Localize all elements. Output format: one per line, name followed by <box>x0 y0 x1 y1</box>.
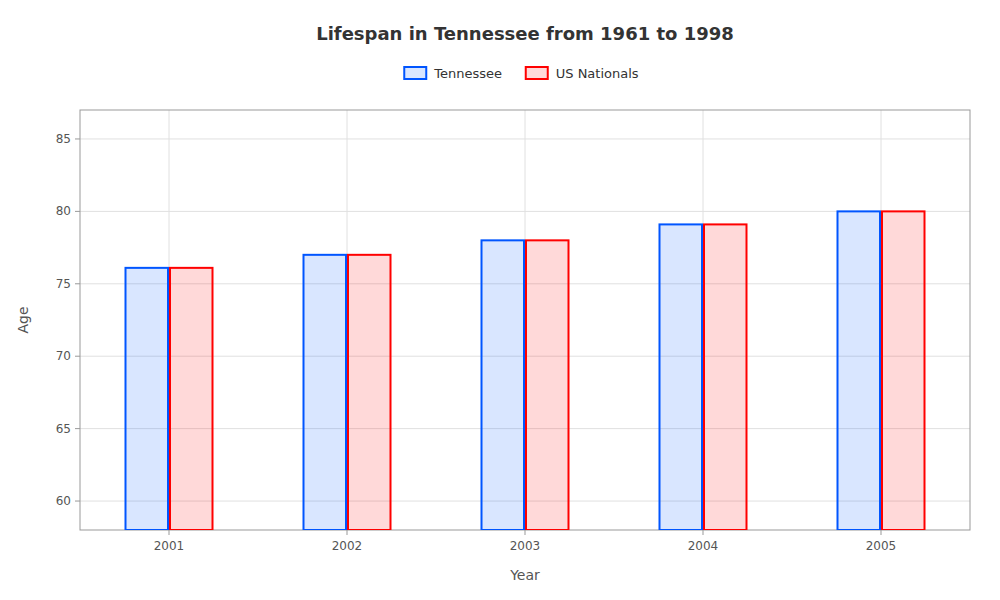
y-tick <box>75 283 80 284</box>
grid <box>80 110 970 530</box>
chart-container: 60 65 70 75 80 85 2001 2002 2003 2004 2005 Year Age L… <box>0 0 1000 600</box>
x-tick-label: 2005 <box>866 539 897 553</box>
x-tick-label: 2001 <box>154 539 185 553</box>
bars <box>126 211 925 530</box>
legend-label: US Nationals <box>556 66 639 81</box>
legend: Tennessee US Nationals <box>404 66 639 81</box>
plot-frame <box>80 110 970 530</box>
x-tick-label: 2002 <box>332 539 363 553</box>
bar <box>348 255 391 530</box>
y-tick <box>75 211 80 212</box>
bar <box>526 240 569 530</box>
y-tick-label: 75 <box>56 277 71 291</box>
y-tick <box>75 501 80 502</box>
x-tick-label: 2004 <box>688 539 719 553</box>
y-tick-label: 70 <box>56 349 71 363</box>
bar <box>704 224 747 530</box>
title: Lifespan in Tennessee from 1961 to 1998 <box>316 23 734 44</box>
x-axis-label: Year <box>509 567 540 583</box>
x-tick <box>525 530 526 535</box>
bar <box>660 224 703 530</box>
y-tick <box>75 138 80 139</box>
y-tick-label: 85 <box>56 132 71 146</box>
x-tick <box>881 530 882 535</box>
bar <box>482 240 525 530</box>
y-tick <box>75 356 80 357</box>
legend-swatch <box>404 67 426 79</box>
x-tick <box>703 530 704 535</box>
chart-svg: 60 65 70 75 80 85 2001 2002 2003 2004 2005 Year Age L… <box>0 0 1000 600</box>
y-axis-label: Age <box>15 306 31 333</box>
x-tick-label: 2003 <box>510 539 541 553</box>
bar <box>126 268 169 530</box>
bar <box>304 255 347 530</box>
x-tick <box>347 530 348 535</box>
legend-swatch <box>526 67 548 79</box>
bar <box>838 211 881 530</box>
bar <box>882 211 925 530</box>
y-tick-label: 80 <box>56 204 71 218</box>
axes: 60 65 70 75 80 85 2001 2002 2003 2004 2005 <box>56 132 897 553</box>
legend-label: Tennessee <box>433 66 502 81</box>
x-tick <box>169 530 170 535</box>
y-tick-label: 60 <box>56 494 71 508</box>
y-tick-label: 65 <box>56 422 71 436</box>
y-tick <box>75 428 80 429</box>
bar <box>170 268 213 530</box>
